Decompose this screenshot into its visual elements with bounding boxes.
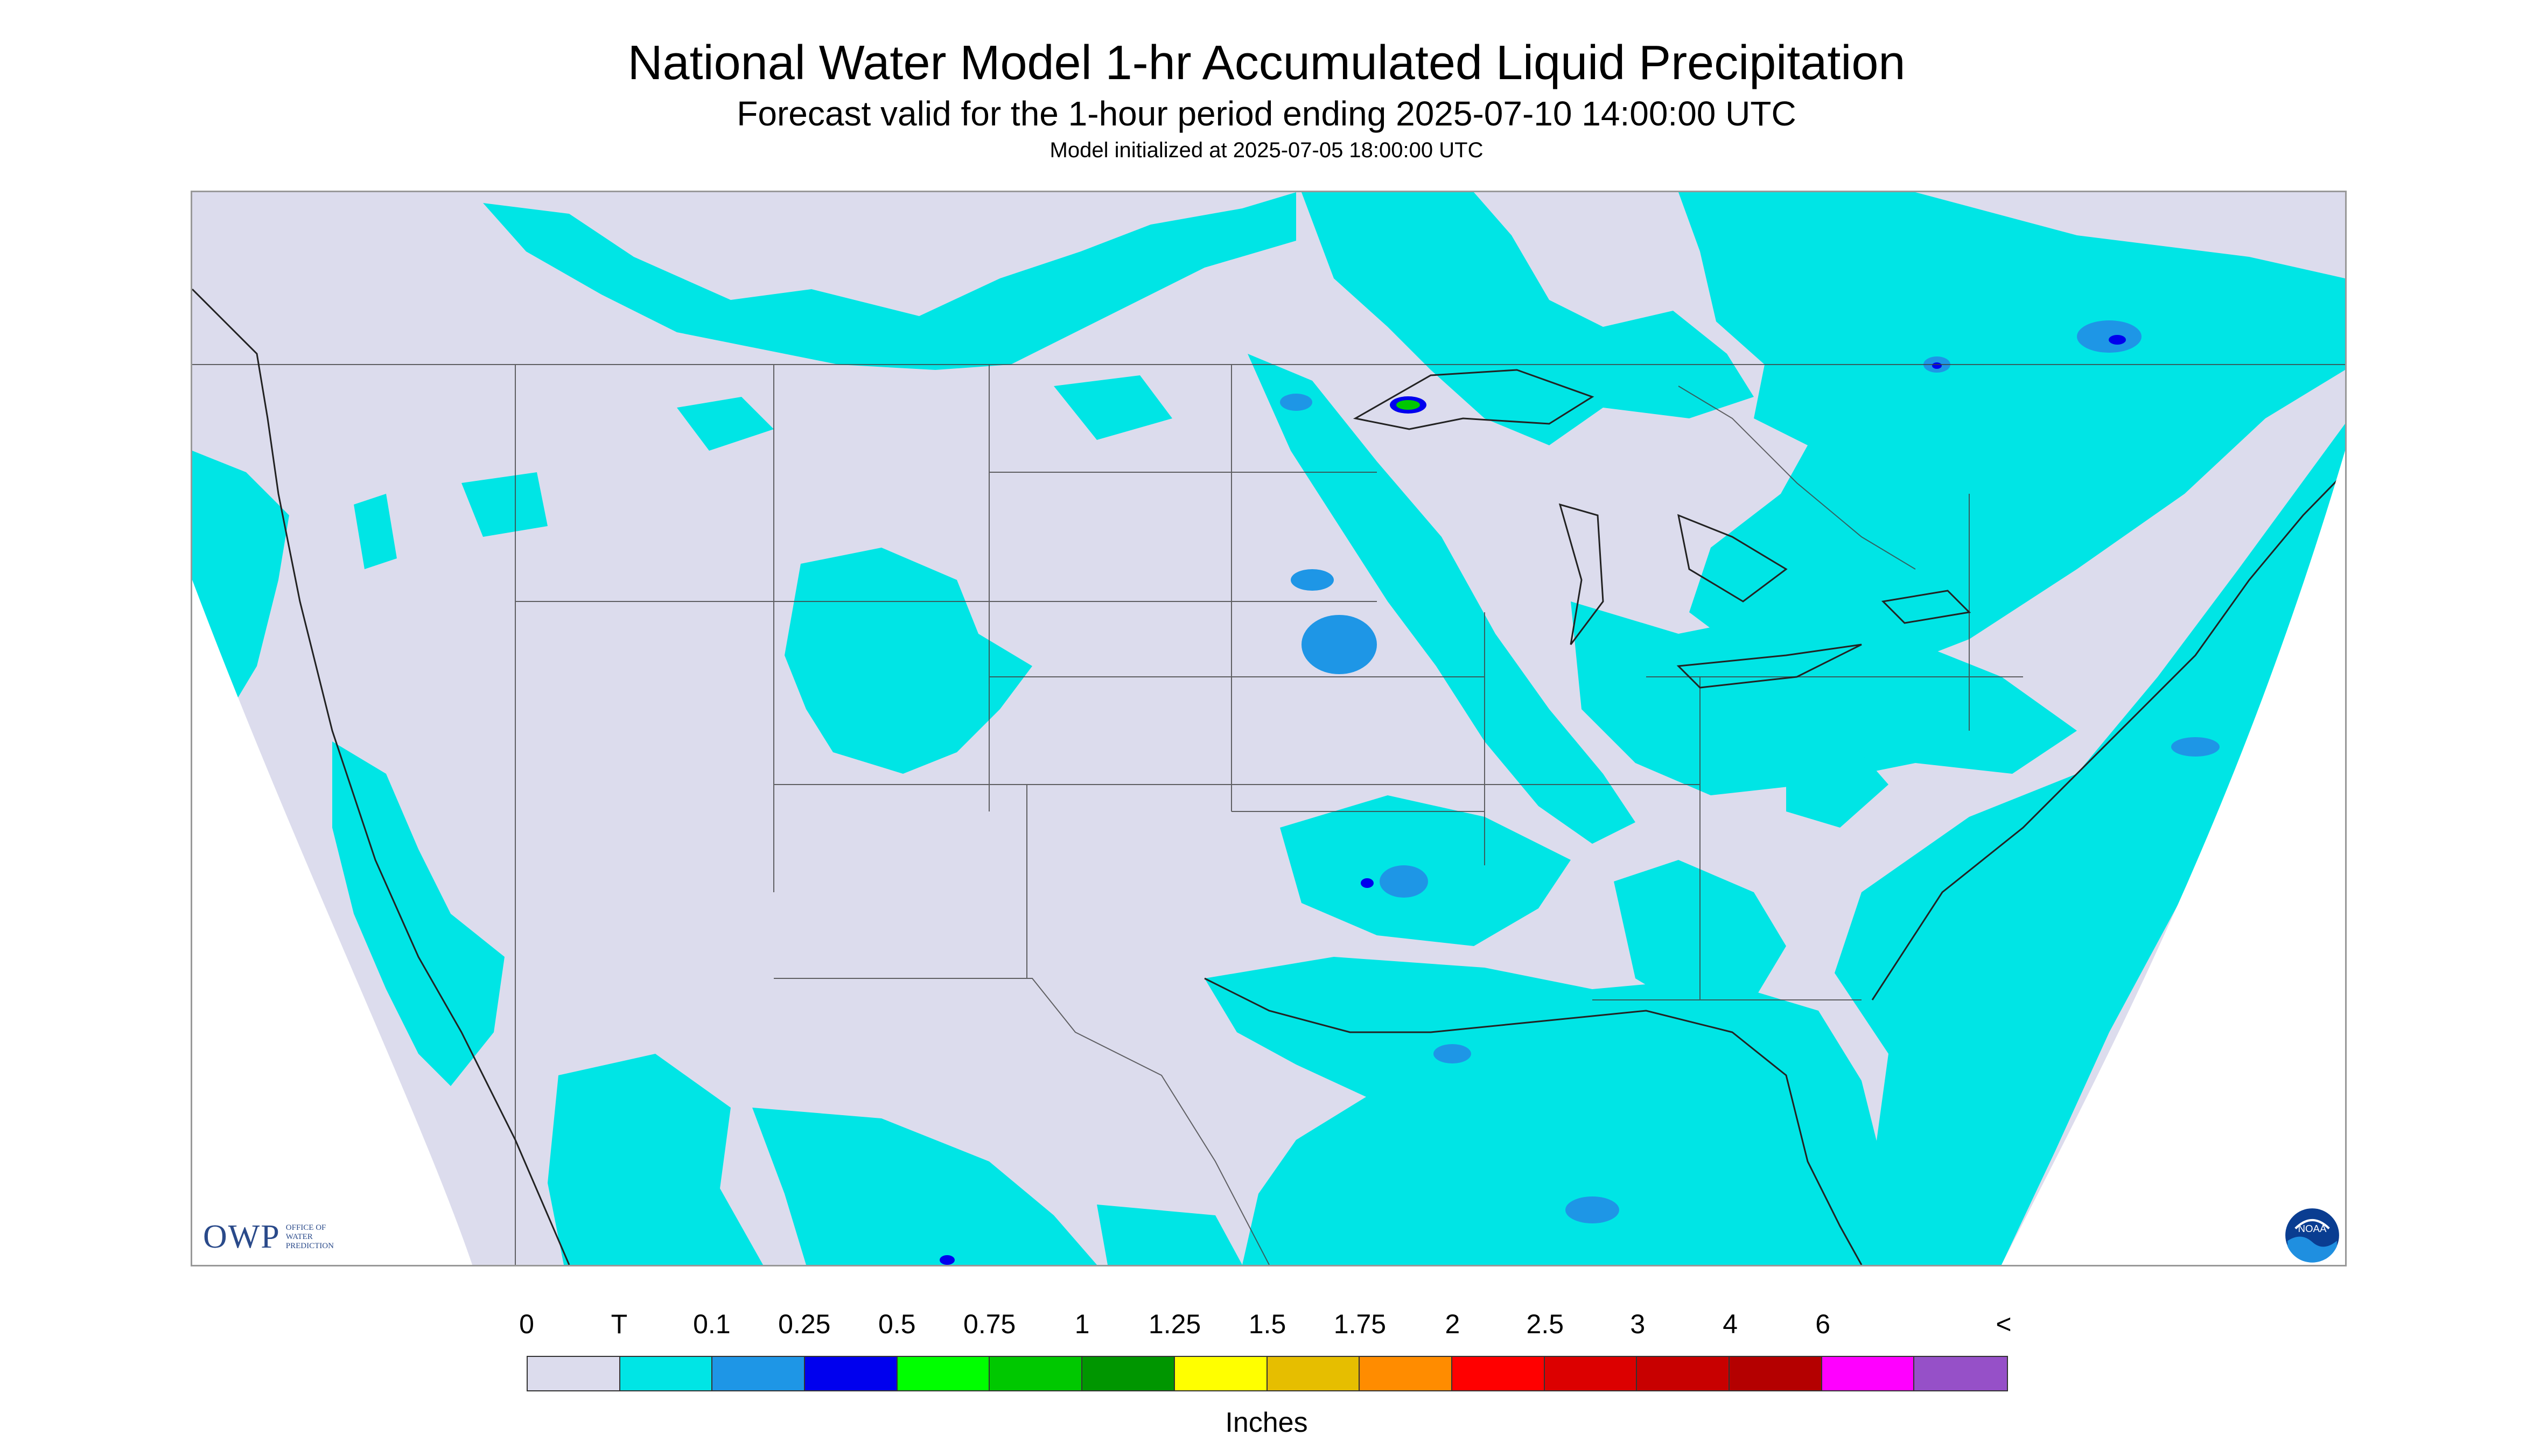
state-boundaries <box>192 364 2345 1265</box>
legend-swatch <box>1082 1357 1175 1390</box>
legend-tick-label: 0.25 <box>778 1309 831 1339</box>
legend-tick-label: 0.75 <box>963 1309 1016 1339</box>
precipitation-light-areas <box>1280 320 2220 1223</box>
legend-colorbar <box>527 1356 2008 1391</box>
great-lakes-outlines <box>1353 369 1971 689</box>
precipitation-map: OWP OFFICE OF WATER PREDICTION NOAA <box>191 191 2347 1266</box>
legend-tick-label: 1.25 <box>1148 1309 1201 1339</box>
legend-swatch <box>1637 1357 1730 1390</box>
legend-swatch <box>1822 1357 1915 1390</box>
legend-tick-label: 2.5 <box>1526 1309 1564 1339</box>
legend-tick-label: T <box>611 1309 628 1339</box>
legend-tick-label: 1.75 <box>1333 1309 1387 1339</box>
legend-tick-label: 1 <box>1074 1309 1090 1339</box>
legend-swatch <box>990 1357 1083 1390</box>
legend-swatch <box>1729 1357 1822 1390</box>
legend-tick-label: 1.5 <box>1248 1309 1286 1339</box>
precipitation-trace-areas <box>192 192 2345 1265</box>
legend-tick-label: 0.5 <box>878 1309 916 1339</box>
owp-logo-line: OFFICE OF <box>285 1223 326 1232</box>
owp-logo: OWP OFFICE OF WATER PREDICTION <box>203 1218 356 1256</box>
legend-swatch <box>528 1357 620 1390</box>
noaa-logo-text: NOAA <box>2298 1223 2327 1234</box>
legend-swatch <box>1174 1357 1268 1390</box>
legend-swatch <box>620 1357 713 1390</box>
legend-swatch <box>712 1357 806 1390</box>
legend-swatch <box>1267 1357 1360 1390</box>
legend-tick-label: < <box>1996 1309 2012 1339</box>
owp-logo-caption: OFFICE OF WATER PREDICTION <box>286 1223 356 1251</box>
map-canvas <box>192 192 2345 1265</box>
owp-logo-line: PREDICTION <box>285 1241 334 1250</box>
legend-tick-label: 0 <box>519 1309 534 1339</box>
map-subtitle: Forecast valid for the 1-hour period end… <box>737 94 1796 133</box>
legend-units: Inches <box>1225 1407 1308 1438</box>
legend-swatch <box>1544 1357 1638 1390</box>
legend-tick-label: 3 <box>1630 1309 1646 1339</box>
legend-tick-label: 0.1 <box>693 1309 731 1339</box>
legend-swatch <box>805 1357 898 1390</box>
coastlines <box>192 288 2345 1265</box>
legend-swatch <box>1452 1357 1545 1390</box>
owp-logo-line: WATER <box>285 1232 313 1241</box>
legend-tick-label: 2 <box>1445 1309 1460 1339</box>
legend-tick-label: 6 <box>1815 1309 1831 1339</box>
precipitation-heavy-areas <box>1390 396 1426 414</box>
legend-tick-label: 4 <box>1723 1309 1738 1339</box>
map-title: National Water Model 1-hr Accumulated Li… <box>627 36 1906 90</box>
legend-swatch <box>897 1357 990 1390</box>
legend-swatch <box>1914 1357 2007 1390</box>
model-init-time: Model initialized at 2025-07-05 18:00:00… <box>1049 138 1484 162</box>
legend-swatch <box>1360 1357 1452 1390</box>
noaa-logo: NOAA <box>2285 1208 2339 1263</box>
precipitation-moderate-areas <box>940 335 2126 1265</box>
owp-logo-mark: OWP <box>203 1218 281 1255</box>
